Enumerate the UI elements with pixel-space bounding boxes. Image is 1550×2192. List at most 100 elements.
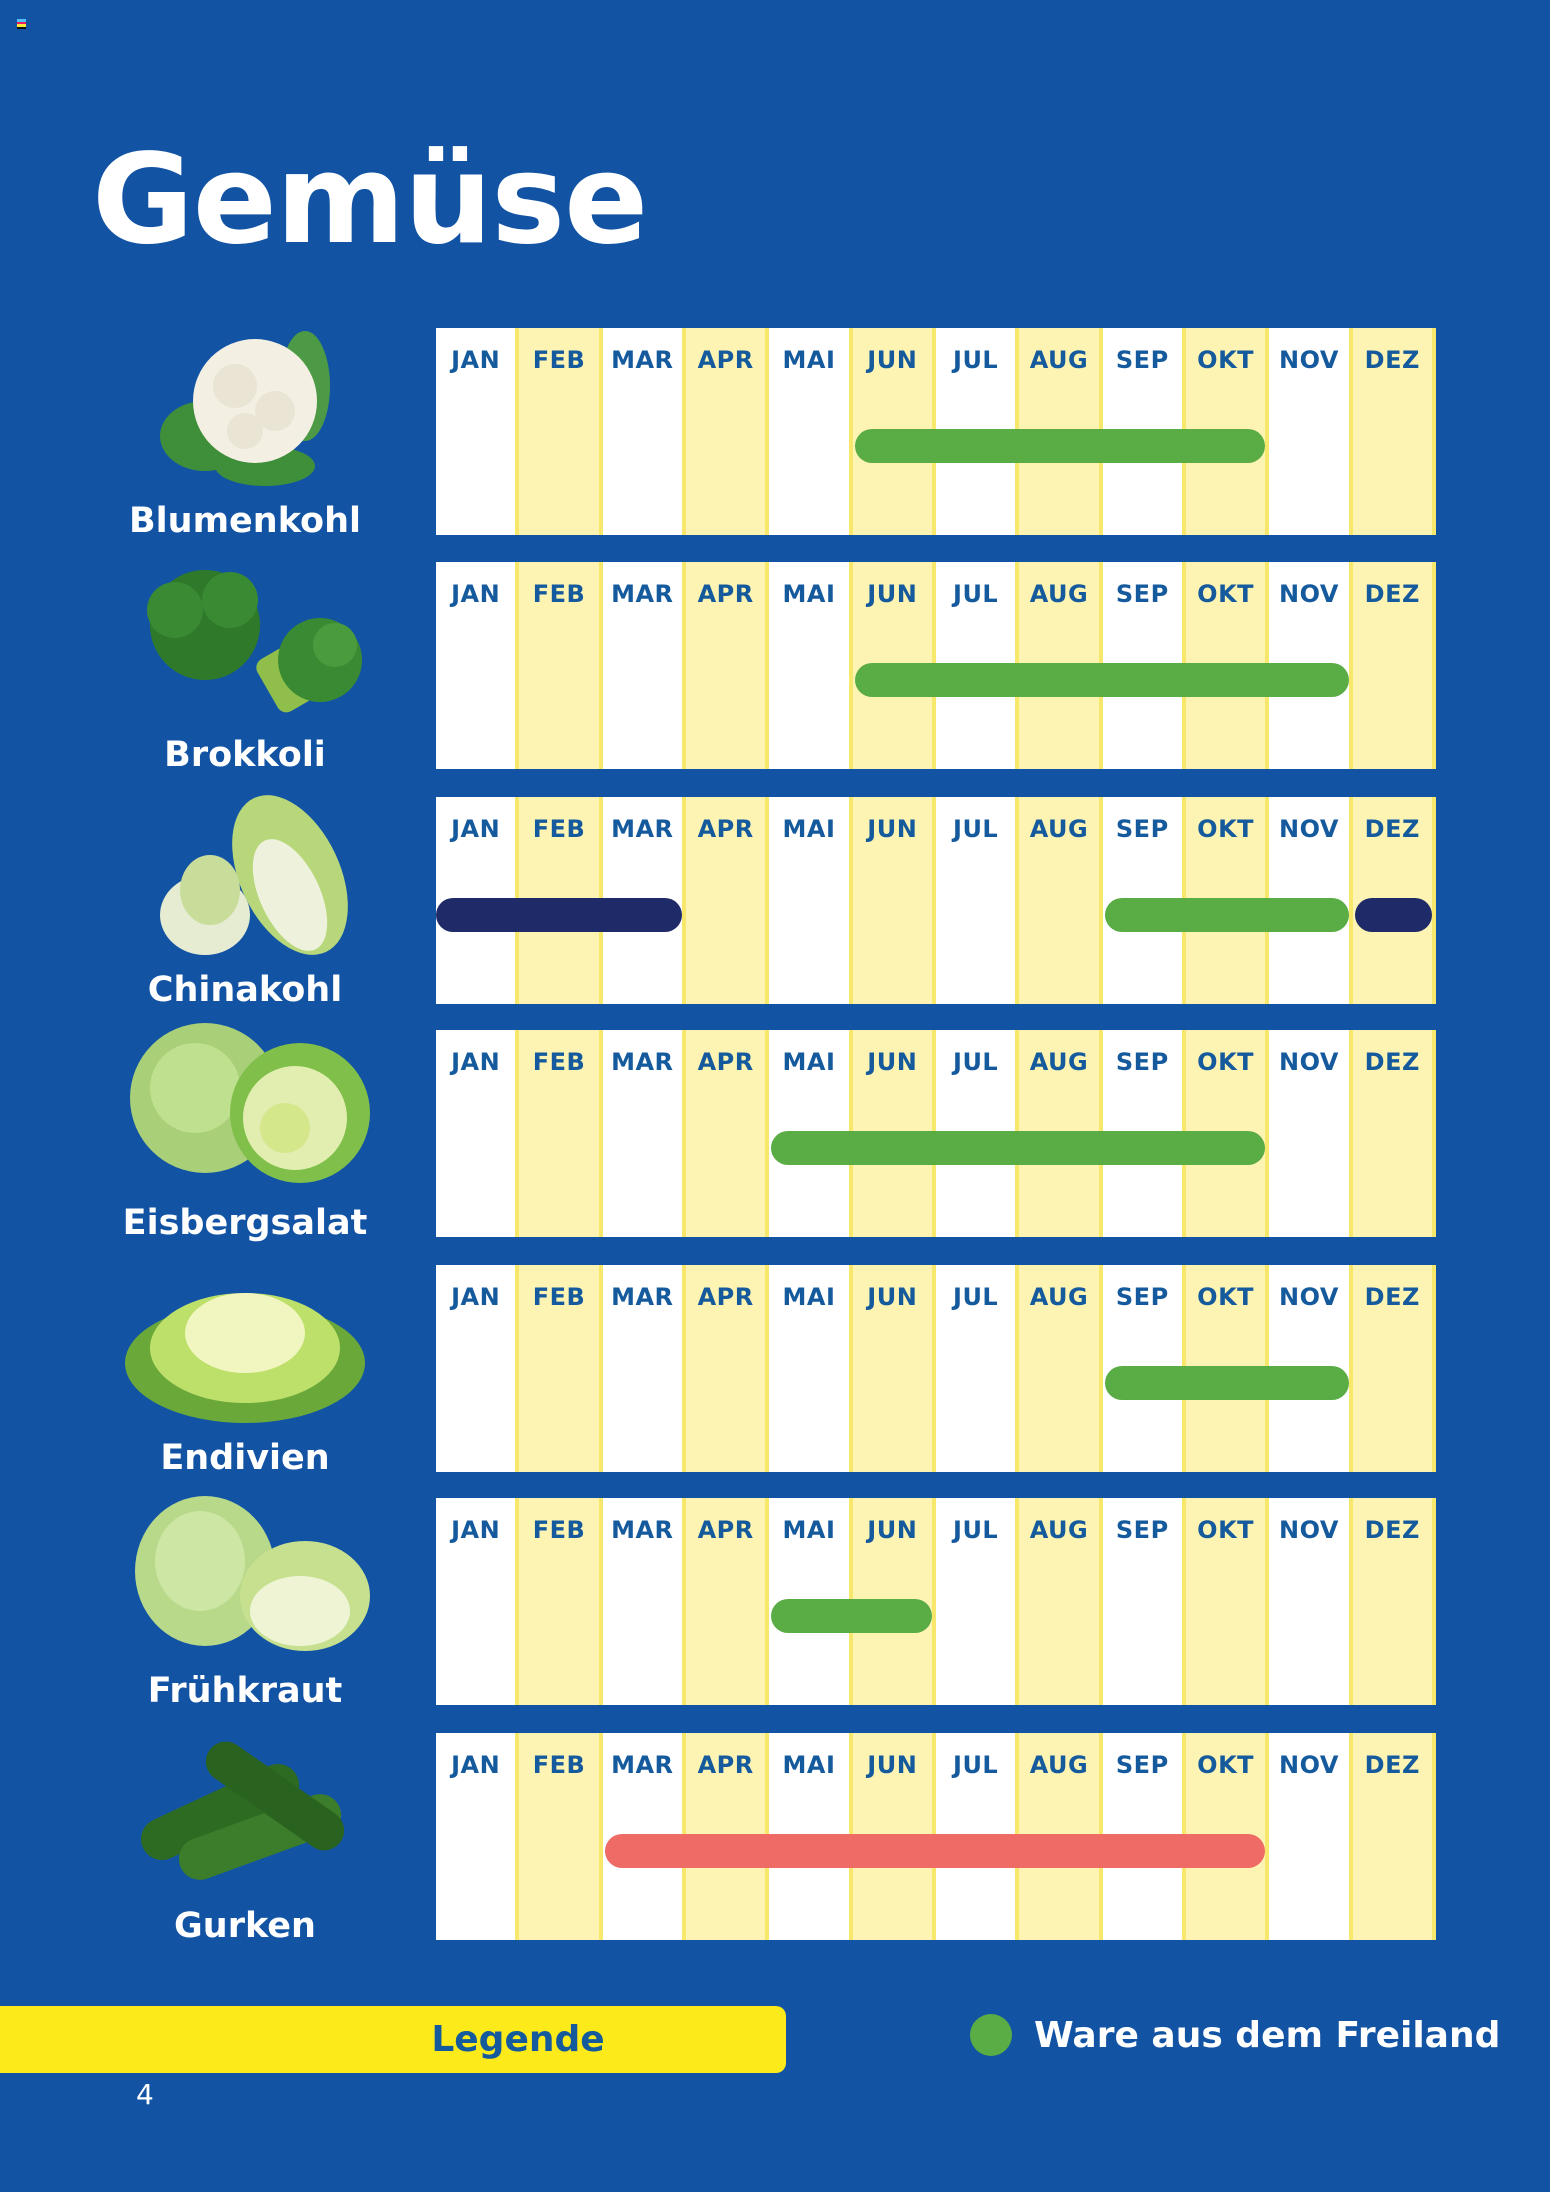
month-column: MAI	[769, 562, 849, 769]
month-label: APR	[697, 1516, 754, 1544]
month-label: FEB	[532, 1516, 586, 1544]
month-label: AUG	[1029, 815, 1089, 843]
vegetable-label: Endivien	[160, 1438, 330, 1478]
month-label: DEZ	[1364, 346, 1420, 374]
month-grid: JAN FEB MAR APR MAI JUN JUL AUG SEP OKT NOV DEZ	[436, 1265, 1436, 1472]
month-label: JUN	[867, 1516, 918, 1544]
month-label: SEP	[1115, 1283, 1169, 1311]
month-column: JAN	[436, 562, 516, 769]
vegetable-item: Endivien	[95, 1253, 395, 1478]
month-column: JUL	[935, 562, 1016, 769]
month-column: NOV	[1269, 1030, 1349, 1237]
vegetable-item: Frühkraut	[95, 1486, 395, 1711]
month-label: FEB	[532, 580, 586, 608]
season-bar-red	[604, 1834, 1266, 1868]
legend-label: Ware aus dem Freiland	[1034, 2014, 1501, 2056]
month-column: APR	[681, 1498, 770, 1705]
month-column: FEB	[515, 562, 603, 769]
month-label: MAR	[611, 1048, 674, 1076]
month-column: NOV	[1269, 1498, 1349, 1705]
vegetable-item: Gurken	[95, 1721, 395, 1946]
month-label: MAI	[782, 1516, 836, 1544]
month-label: DEZ	[1364, 580, 1420, 608]
month-label: JUL	[953, 346, 999, 374]
month-grid: JAN FEB MAR APR MAI JUN JUL AUG SEP OKT NOV DEZ	[436, 797, 1436, 1004]
month-column: JAN	[436, 1498, 516, 1705]
month-column: FEB	[515, 1030, 603, 1237]
month-label: NOV	[1278, 1516, 1339, 1544]
month-column: DEZ	[1348, 1733, 1436, 1940]
season-bar-green	[771, 1599, 932, 1633]
month-label: SEP	[1115, 815, 1169, 843]
month-label: MAR	[611, 346, 674, 374]
month-column: JAN	[436, 1030, 516, 1237]
month-label: MAI	[782, 815, 836, 843]
season-bar-green	[854, 663, 1349, 697]
month-label: SEP	[1115, 1516, 1169, 1544]
month-label: NOV	[1278, 1751, 1339, 1779]
month-label: NOV	[1278, 1048, 1339, 1076]
month-column: NOV	[1269, 328, 1349, 535]
month-label: FEB	[532, 1751, 586, 1779]
month-label: JAN	[451, 580, 501, 608]
month-label: SEP	[1115, 580, 1169, 608]
month-label: JUN	[867, 580, 918, 608]
month-column: JAN	[436, 1265, 516, 1472]
month-label: SEP	[1115, 1751, 1169, 1779]
month-column: AUG	[1015, 1498, 1103, 1705]
month-column: APR	[681, 328, 770, 535]
vegetable-item: Eisbergsalat	[95, 1018, 395, 1243]
month-label: APR	[697, 1751, 754, 1779]
month-column: JAN	[436, 1733, 516, 1940]
season-bar-green	[854, 429, 1266, 463]
vegetable-row: Chinakohl JAN FEB MAR APR MAI JUN JUL AUG SEP OKT N…	[0, 795, 1550, 1010]
month-grid: JAN FEB MAR APR MAI JUN JUL AUG SEP OKT NOV DEZ	[436, 562, 1436, 769]
season-bar-green	[1104, 1366, 1349, 1400]
vegetable-label: Blumenkohl	[128, 501, 361, 541]
month-label: JUL	[953, 1048, 999, 1076]
month-label: JUL	[953, 1283, 999, 1311]
month-label: MAI	[782, 1283, 836, 1311]
vegetable-row: Gurken JAN FEB MAR APR MAI JUN JUL AUG SEP OKT NOV D…	[0, 1733, 1550, 1946]
month-label: AUG	[1029, 1283, 1089, 1311]
month-column: MAI	[769, 1265, 849, 1472]
month-column: JUL	[935, 1265, 1016, 1472]
month-grid: JAN FEB MAR APR MAI JUN JUL AUG SEP OKT NOV DEZ	[436, 328, 1436, 535]
vegetable-label: Eisbergsalat	[122, 1203, 368, 1243]
month-label: DEZ	[1364, 815, 1420, 843]
month-label: MAI	[782, 346, 836, 374]
month-label: MAR	[611, 1516, 674, 1544]
month-label: MAI	[782, 1048, 836, 1076]
month-label: SEP	[1115, 346, 1169, 374]
month-label: OKT	[1197, 580, 1255, 608]
month-label: MAR	[611, 580, 674, 608]
month-column: AUG	[1015, 1265, 1103, 1472]
legend-banner: Legende	[0, 2006, 786, 2073]
vegetable-label: Frühkraut	[147, 1671, 343, 1711]
month-label: NOV	[1278, 1283, 1339, 1311]
month-label: OKT	[1197, 1516, 1255, 1544]
month-label: MAI	[782, 1751, 836, 1779]
vegetable-label: Gurken	[174, 1906, 316, 1946]
month-column: JUL	[935, 797, 1016, 1004]
month-column: APR	[681, 1265, 770, 1472]
month-grid: JAN FEB MAR APR MAI JUN JUL AUG SEP OKT NOV DEZ	[436, 1498, 1436, 1705]
month-column: SEP	[1102, 1733, 1182, 1940]
month-label: JUL	[953, 580, 999, 608]
month-column: MAR	[602, 328, 682, 535]
month-label: JUN	[867, 346, 918, 374]
month-column: OKT	[1181, 1498, 1270, 1705]
season-bar-dark	[436, 898, 682, 932]
month-label: JAN	[451, 1048, 501, 1076]
month-label: AUG	[1029, 346, 1089, 374]
month-label: JAN	[451, 1283, 501, 1311]
month-label: DEZ	[1364, 1048, 1420, 1076]
month-label: MAR	[611, 1283, 674, 1311]
month-column: NOV	[1269, 1733, 1349, 1940]
month-label: AUG	[1029, 580, 1089, 608]
month-column: JAN	[436, 328, 516, 535]
month-column: FEB	[515, 328, 603, 535]
month-label: OKT	[1197, 815, 1255, 843]
month-label: JUN	[867, 1751, 918, 1779]
month-label: JUN	[867, 1048, 918, 1076]
